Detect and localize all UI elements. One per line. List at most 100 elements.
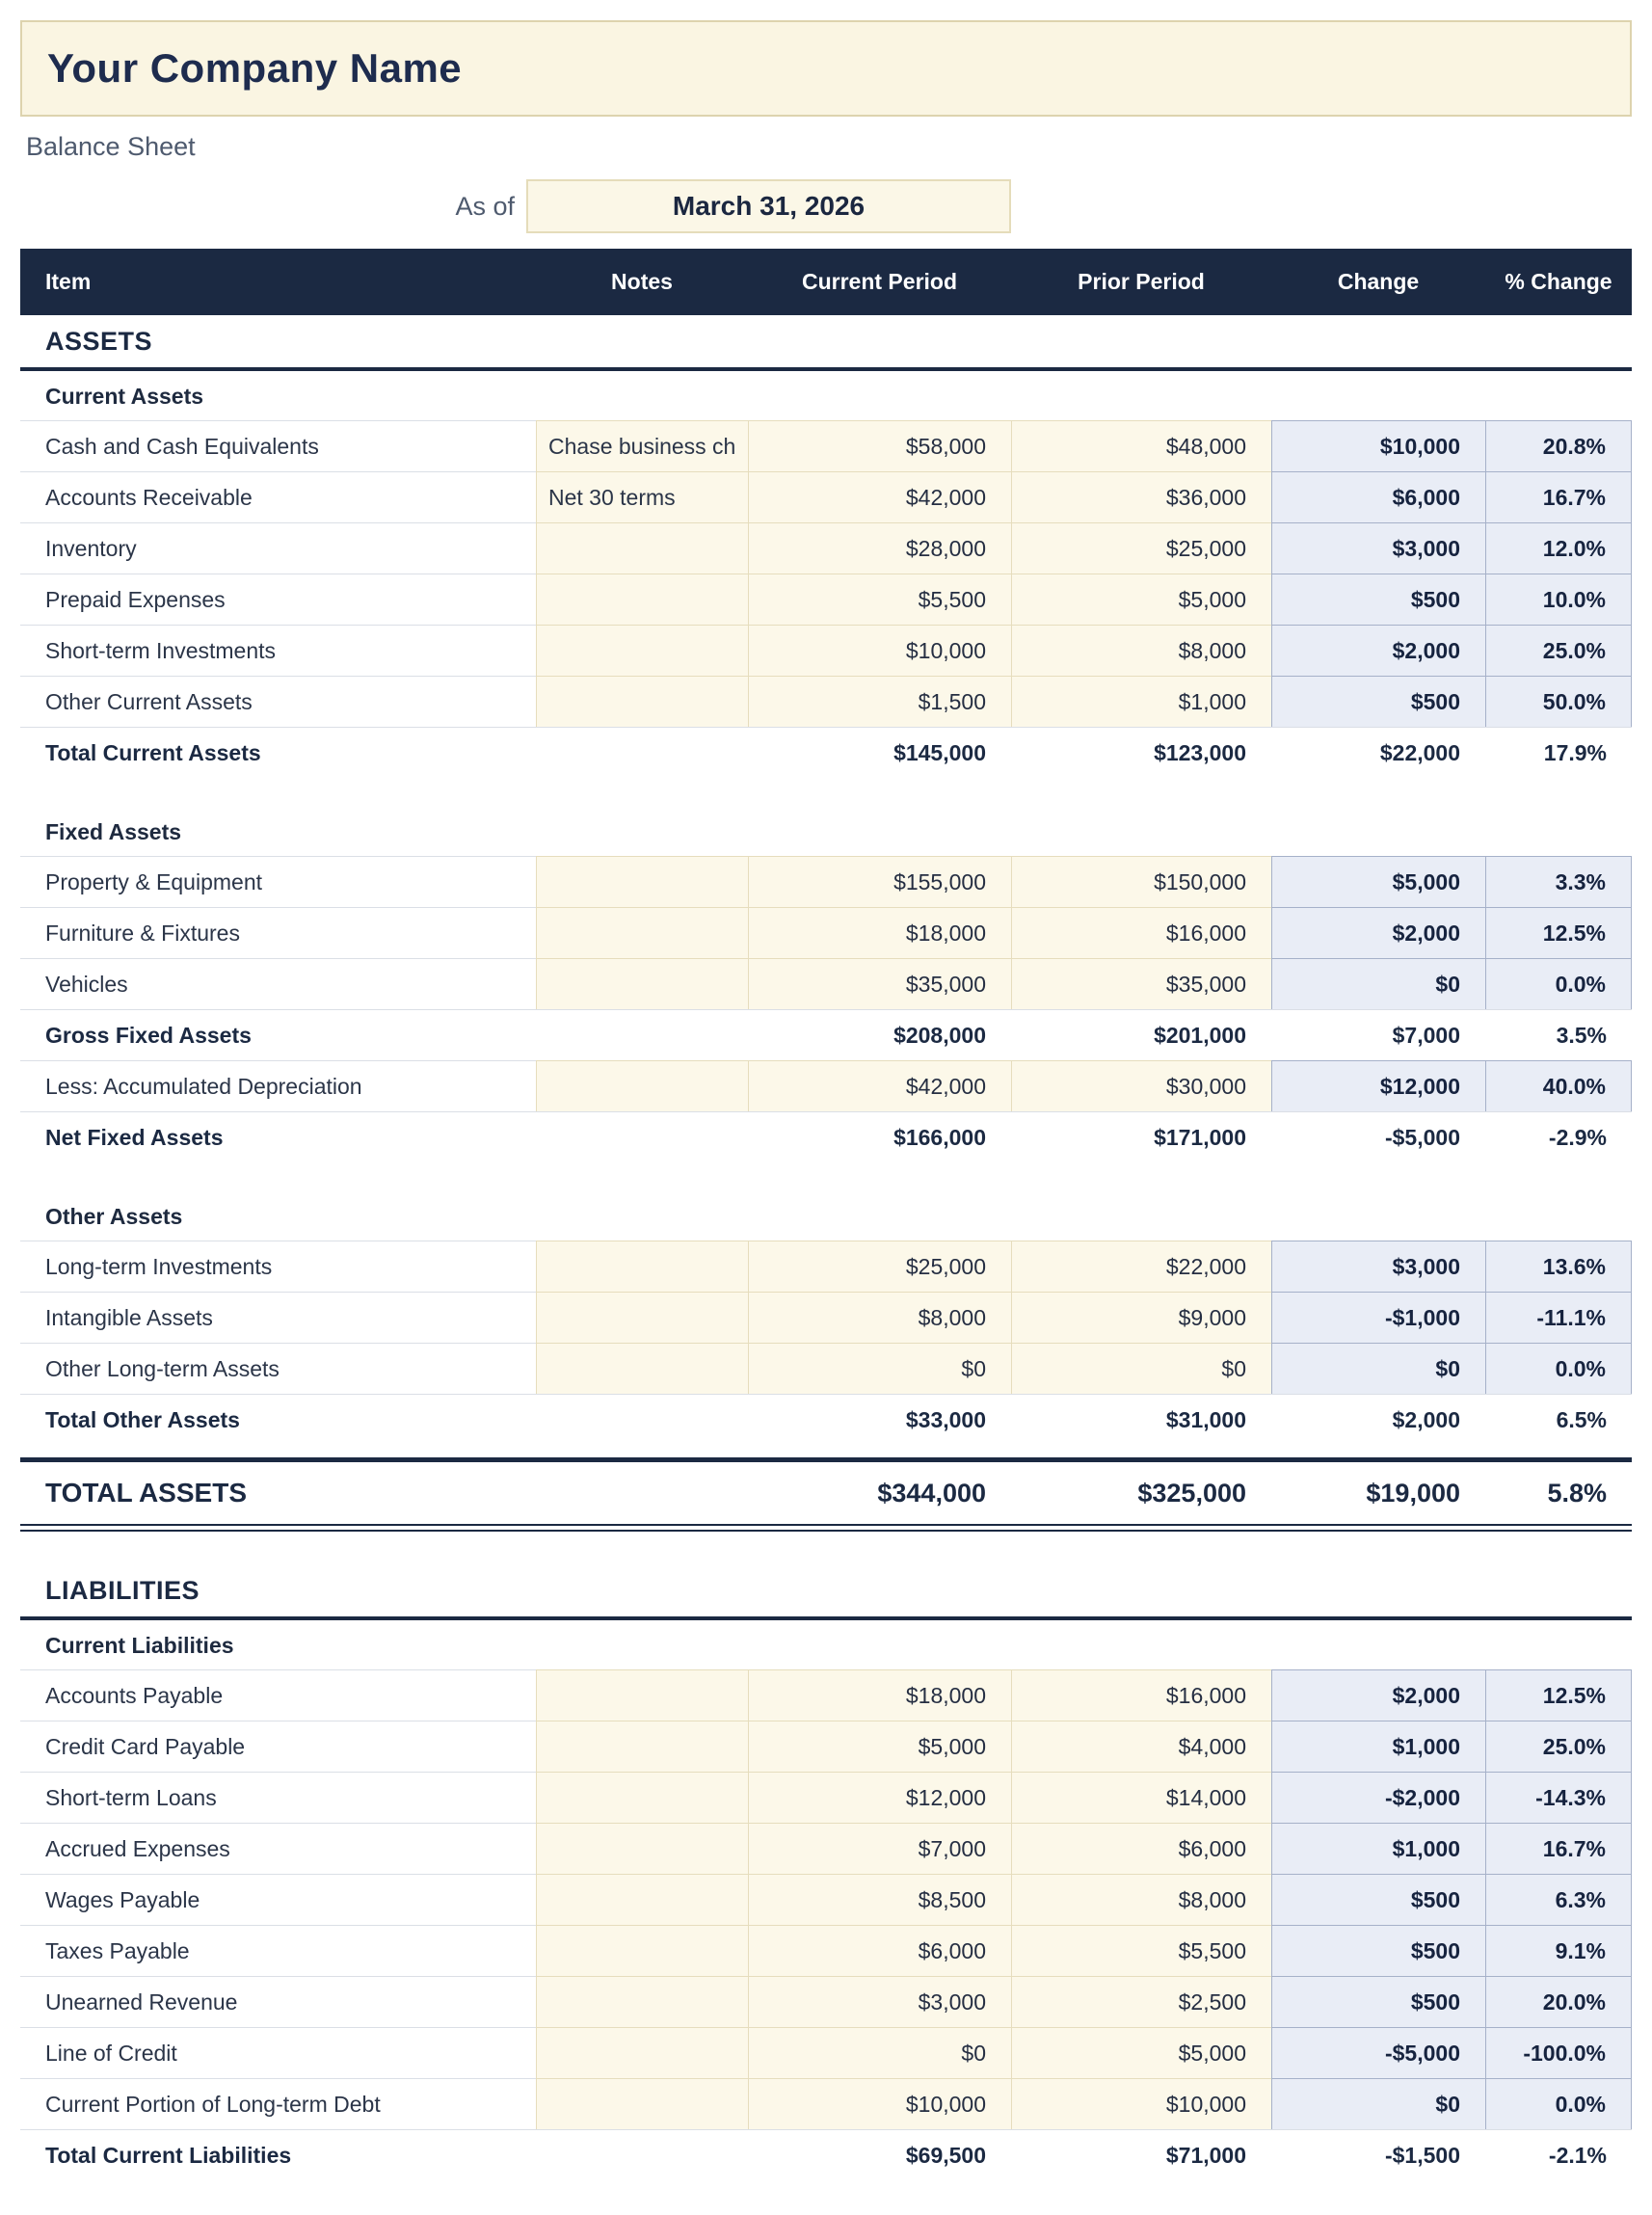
- current-period-cell[interactable]: $12,000: [748, 1772, 1011, 1823]
- item-label: Prepaid Expenses: [20, 574, 536, 625]
- prior-period-cell: $71,000: [1011, 2129, 1271, 2180]
- notes-cell[interactable]: [536, 574, 748, 625]
- notes-cell[interactable]: [536, 1343, 748, 1394]
- prior-period-cell[interactable]: $8,000: [1011, 625, 1271, 676]
- current-period-cell[interactable]: $25,000: [748, 1241, 1011, 1292]
- prior-period-cell[interactable]: $5,500: [1011, 1925, 1271, 1976]
- item-label: Unearned Revenue: [20, 1976, 536, 2027]
- notes-cell[interactable]: [536, 958, 748, 1009]
- pct-change-cell: 12.5%: [1485, 907, 1632, 958]
- prior-period-cell[interactable]: $16,000: [1011, 1669, 1271, 1721]
- prior-period-cell[interactable]: $36,000: [1011, 471, 1271, 522]
- notes-cell[interactable]: [536, 856, 748, 907]
- prior-period-cell[interactable]: $150,000: [1011, 856, 1271, 907]
- prior-period-cell[interactable]: $6,000: [1011, 1823, 1271, 1874]
- column-header-change: Change: [1337, 269, 1420, 294]
- current-period-cell[interactable]: $6,000: [748, 1925, 1011, 1976]
- notes-cell[interactable]: [536, 1721, 748, 1772]
- prior-period-cell[interactable]: $48,000: [1011, 420, 1271, 471]
- current-period-cell[interactable]: $5,500: [748, 574, 1011, 625]
- current-period-cell[interactable]: $10,000: [748, 2078, 1011, 2129]
- subsection-title: Fixed Assets: [45, 819, 182, 844]
- current-period-cell[interactable]: $0: [748, 1343, 1011, 1394]
- change-cell: $500: [1271, 1874, 1485, 1925]
- prior-period-cell[interactable]: $10,000: [1011, 2078, 1271, 2129]
- current-period-cell[interactable]: $18,000: [748, 1669, 1011, 1721]
- as-of-row: As of March 31, 2026: [20, 179, 1632, 233]
- notes-cell[interactable]: [536, 1292, 748, 1343]
- table-body: ASSETS Current Assets Cash and Cash Equiva…: [20, 327, 1632, 2180]
- change-cell: $500: [1271, 1976, 1485, 2027]
- item-label: Wages Payable: [20, 1874, 536, 1925]
- notes-cell[interactable]: [536, 2027, 748, 2078]
- current-period-cell[interactable]: $0: [748, 2027, 1011, 2078]
- table-row: Credit Card Payable $5,000 $4,000 $1,000 25.…: [20, 1721, 1632, 1772]
- prior-period-cell[interactable]: $14,000: [1011, 1772, 1271, 1823]
- prior-period-cell[interactable]: $9,000: [1011, 1292, 1271, 1343]
- pct-change-cell: 0.0%: [1485, 958, 1632, 1009]
- current-period-cell[interactable]: $18,000: [748, 907, 1011, 958]
- prior-period-cell[interactable]: $22,000: [1011, 1241, 1271, 1292]
- current-period-cell[interactable]: $5,000: [748, 1721, 1011, 1772]
- pct-change-cell: 25.0%: [1485, 1721, 1632, 1772]
- current-period-cell[interactable]: $58,000: [748, 420, 1011, 471]
- column-header-notes: Notes: [611, 269, 673, 294]
- notes-cell[interactable]: [536, 676, 748, 727]
- current-period-cell[interactable]: $3,000: [748, 1976, 1011, 2027]
- notes-cell[interactable]: [536, 1772, 748, 1823]
- table-row: Short-term Investments $10,000 $8,000 $2,00…: [20, 625, 1632, 676]
- as-of-label: As of: [455, 191, 515, 221]
- current-period-cell[interactable]: $35,000: [748, 958, 1011, 1009]
- current-period-cell[interactable]: $42,000: [748, 1060, 1011, 1111]
- notes-cell[interactable]: [536, 1976, 748, 2027]
- prior-period-cell[interactable]: $0: [1011, 1343, 1271, 1394]
- current-period-cell[interactable]: $10,000: [748, 625, 1011, 676]
- prior-period-cell[interactable]: $35,000: [1011, 958, 1271, 1009]
- current-period-cell[interactable]: $155,000: [748, 856, 1011, 907]
- prior-period-cell[interactable]: $30,000: [1011, 1060, 1271, 1111]
- prior-period-cell[interactable]: $1,000: [1011, 676, 1271, 727]
- pct-change-cell: 50.0%: [1485, 676, 1632, 727]
- notes-cell[interactable]: [536, 1669, 748, 1721]
- prior-period-cell[interactable]: $5,000: [1011, 2027, 1271, 2078]
- current-period-cell[interactable]: $7,000: [748, 1823, 1011, 1874]
- current-period-cell[interactable]: $42,000: [748, 471, 1011, 522]
- prior-period-cell: $31,000: [1011, 1394, 1271, 1445]
- pct-change-cell: 40.0%: [1485, 1060, 1632, 1111]
- item-label: Other Current Assets: [20, 676, 536, 727]
- notes-cell[interactable]: [536, 1823, 748, 1874]
- current-period-cell[interactable]: $1,500: [748, 676, 1011, 727]
- notes-cell[interactable]: [536, 625, 748, 676]
- notes-cell[interactable]: [536, 1874, 748, 1925]
- change-cell: $6,000: [1271, 471, 1485, 522]
- notes-cell[interactable]: Net 30 terms: [536, 471, 748, 522]
- item-label: Gross Fixed Assets: [20, 1009, 536, 1060]
- column-header-current-period: Current Period: [801, 269, 958, 294]
- notes-cell[interactable]: [536, 1241, 748, 1292]
- prior-period-cell[interactable]: $2,500: [1011, 1976, 1271, 2027]
- notes-cell[interactable]: [536, 1925, 748, 1976]
- prior-period-cell[interactable]: $4,000: [1011, 1721, 1271, 1772]
- prior-period-cell[interactable]: $5,000: [1011, 574, 1271, 625]
- current-period-cell[interactable]: $8,000: [748, 1292, 1011, 1343]
- column-header-prior-period: Prior Period: [1078, 269, 1205, 294]
- notes-cell[interactable]: [536, 522, 748, 574]
- notes-cell[interactable]: [536, 2078, 748, 2129]
- item-label: Property & Equipment: [20, 856, 536, 907]
- prior-period-cell[interactable]: $16,000: [1011, 907, 1271, 958]
- prior-period-cell[interactable]: $25,000: [1011, 522, 1271, 574]
- current-period-cell: $166,000: [748, 1111, 1011, 1162]
- notes-cell[interactable]: [536, 1060, 748, 1111]
- subsection-title: Current Liabilities: [45, 1633, 234, 1658]
- table-row: Accounts Receivable Net 30 terms $42,000 $3…: [20, 471, 1632, 522]
- notes-cell[interactable]: [536, 907, 748, 958]
- change-cell: $1,000: [1271, 1823, 1485, 1874]
- item-label: Vehicles: [20, 958, 536, 1009]
- notes-cell[interactable]: Chase business ch: [536, 420, 748, 471]
- pct-change-cell: 0.0%: [1485, 1343, 1632, 1394]
- table-row: Property & Equipment $155,000 $150,000 $5,0…: [20, 856, 1632, 907]
- as-of-date-box[interactable]: March 31, 2026: [526, 179, 1011, 233]
- current-period-cell[interactable]: $28,000: [748, 522, 1011, 574]
- prior-period-cell[interactable]: $8,000: [1011, 1874, 1271, 1925]
- current-period-cell[interactable]: $8,500: [748, 1874, 1011, 1925]
